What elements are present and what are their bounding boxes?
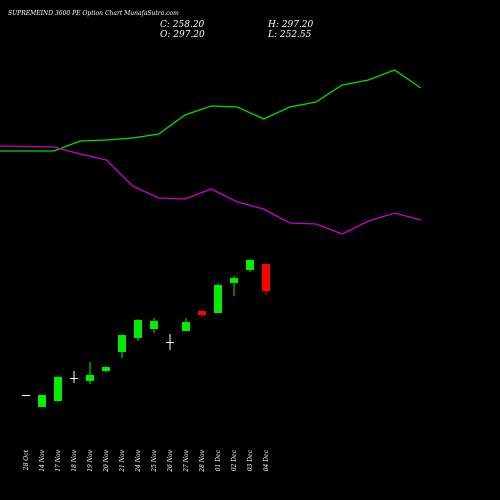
info-high: H: 297.20 bbox=[267, 20, 314, 30]
x-tick-label: 24 Nov bbox=[135, 449, 142, 472]
x-tick-label: 20 Nov bbox=[103, 449, 110, 472]
info-low: L: 252.55 bbox=[267, 30, 312, 40]
x-tick-label: 02 Dec bbox=[231, 449, 238, 471]
x-tick-label: 04 Dec bbox=[263, 449, 270, 471]
candle-body bbox=[262, 264, 270, 291]
x-tick-label: 18 Nov bbox=[71, 449, 78, 471]
x-tick-label: 19 Nov bbox=[87, 449, 94, 471]
candle-body bbox=[214, 284, 222, 314]
x-tick-label: 25 Nov bbox=[151, 449, 158, 472]
candle-body bbox=[198, 311, 206, 316]
candle-body bbox=[166, 342, 174, 344]
candle-body bbox=[182, 322, 190, 332]
info-close: C: 258.20 bbox=[160, 20, 205, 30]
x-tick-label: 26 Nov bbox=[167, 449, 174, 472]
candle-body bbox=[118, 335, 126, 352]
x-tick-label: 14 Nov bbox=[39, 449, 46, 471]
x-tick-label: 21 Nov bbox=[119, 449, 126, 472]
x-tick-label: 28 Nov bbox=[199, 449, 206, 472]
candle-body bbox=[230, 277, 238, 283]
candle-body bbox=[70, 378, 78, 380]
x-tick-label: 28 Oct bbox=[23, 449, 30, 471]
candle-body bbox=[134, 320, 142, 339]
x-tick-label: 01 Dec bbox=[215, 449, 222, 471]
x-tick-label: 03 Dec bbox=[247, 449, 254, 471]
candle-body bbox=[246, 259, 254, 271]
info-open: O: 297.20 bbox=[160, 30, 205, 40]
candle-body bbox=[102, 367, 110, 372]
candle-body bbox=[38, 394, 46, 408]
candle-body bbox=[54, 376, 62, 402]
candle-body bbox=[86, 374, 94, 381]
chart-title: SUPREMEIND 3600 PE Option Chart MunafaSu… bbox=[8, 10, 179, 17]
candle-body bbox=[22, 394, 30, 396]
indicator-line bbox=[0, 145, 421, 235]
x-tick-label: 27 Nov bbox=[183, 449, 190, 472]
candle-body bbox=[150, 320, 158, 330]
indicator-line bbox=[0, 69, 422, 152]
x-tick-label: 17 Nov bbox=[55, 449, 62, 471]
